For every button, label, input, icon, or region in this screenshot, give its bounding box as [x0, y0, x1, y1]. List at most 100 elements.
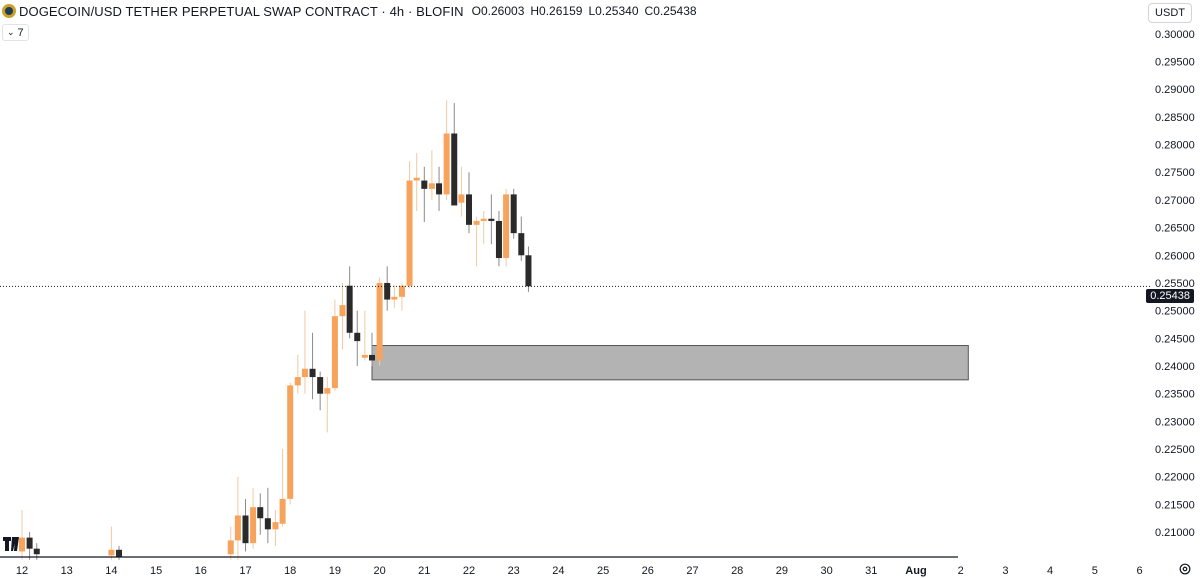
candle-up[interactable]: [272, 509, 279, 546]
x-tick-label: 31: [865, 565, 877, 577]
candle-body: [19, 537, 25, 552]
candle-body: [436, 183, 443, 195]
x-tick-label: 19: [329, 565, 341, 577]
candle-down[interactable]: [242, 498, 249, 552]
candle-down[interactable]: [436, 166, 443, 211]
candle-up[interactable]: [301, 310, 308, 394]
candle-up[interactable]: [250, 487, 257, 549]
candle-up[interactable]: [279, 449, 286, 527]
y-tick-label: 0.21000: [1155, 527, 1195, 539]
y-tick-label: 0.22500: [1155, 444, 1195, 456]
x-tick-label: 25: [597, 565, 609, 577]
y-tick-label: 0.29000: [1155, 84, 1195, 96]
x-tick-label: 27: [686, 565, 698, 577]
candle-down[interactable]: [346, 266, 353, 339]
candle-up[interactable]: [19, 509, 25, 560]
candle-body: [272, 522, 279, 530]
ohlc-high-value: 0.26159: [539, 4, 583, 18]
candle-body: [488, 218, 495, 221]
candle-up[interactable]: [398, 282, 405, 311]
candle-up[interactable]: [324, 377, 331, 433]
ohlc-close-value: 0.25438: [653, 4, 697, 18]
candle-body: [227, 540, 234, 555]
candle-body: [324, 388, 331, 394]
candle-down[interactable]: [115, 545, 122, 560]
candle-up[interactable]: [108, 526, 115, 560]
candle-up[interactable]: [294, 354, 301, 394]
candle-up[interactable]: [227, 526, 234, 560]
x-tick-label: 5: [1092, 565, 1098, 577]
x-tick-label: 29: [776, 565, 788, 577]
y-tick-label: 0.24000: [1155, 361, 1195, 373]
candle-up[interactable]: [339, 282, 346, 350]
candle-body: [503, 194, 510, 259]
candle-down[interactable]: [257, 493, 264, 535]
candle-down[interactable]: [525, 246, 532, 292]
candle-body: [250, 507, 257, 544]
candle-body: [26, 537, 33, 549]
y-tick-label: 0.28000: [1155, 140, 1195, 152]
candle-down[interactable]: [354, 310, 361, 367]
y-tick-label: 0.25000: [1155, 306, 1195, 318]
currency-selector-button[interactable]: USDT: [1148, 3, 1192, 23]
ohlc-high-label: H: [530, 4, 540, 18]
candle-down[interactable]: [384, 266, 391, 311]
candle-down[interactable]: [451, 103, 458, 206]
candle-up[interactable]: [413, 152, 420, 211]
y-tick-label: 0.25500: [1155, 278, 1195, 290]
candle-up[interactable]: [458, 166, 465, 217]
candle-down[interactable]: [26, 532, 33, 560]
candle-body: [33, 548, 40, 555]
candle-down[interactable]: [309, 332, 316, 400]
candle-up[interactable]: [503, 188, 510, 267]
candle-down[interactable]: [317, 371, 324, 411]
candle-up[interactable]: [428, 150, 435, 200]
candle-up[interactable]: [376, 277, 383, 367]
y-tick-label: 0.30000: [1155, 29, 1195, 41]
candle-up[interactable]: [361, 310, 368, 361]
candle-body: [406, 180, 413, 286]
x-tick-label: 13: [61, 565, 73, 577]
gear-icon[interactable]: [1178, 562, 1192, 576]
x-tick-label: 28: [731, 565, 743, 577]
price-axis: 0.30000 0.29500 0.29000 0.28500 0.28000 0.275…: [1155, 29, 1195, 539]
candle-down[interactable]: [510, 188, 517, 239]
candle-up[interactable]: [391, 285, 398, 308]
y-tick-label: 0.28500: [1155, 112, 1195, 124]
candle-down[interactable]: [421, 166, 428, 223]
candle-down[interactable]: [495, 210, 502, 267]
dogecoin-logo-icon: [2, 4, 16, 18]
support-zone-rectangle[interactable]: [371, 345, 969, 381]
candle-body: [115, 549, 122, 557]
candle-body: [421, 180, 428, 189]
candle-up[interactable]: [287, 382, 294, 505]
candle-up[interactable]: [406, 161, 413, 289]
x-tick-label: 15: [150, 565, 162, 577]
y-tick-label: 0.26000: [1155, 250, 1195, 262]
candle-body: [354, 332, 361, 342]
candle-down[interactable]: [369, 332, 376, 367]
x-tick-label: 16: [195, 565, 207, 577]
x-tick-label: 3: [1002, 565, 1008, 577]
candle-body: [257, 507, 264, 519]
candle-body: [279, 498, 286, 524]
indicator-count: 7: [17, 26, 24, 39]
x-tick-label: 22: [463, 565, 475, 577]
candle-body: [369, 354, 376, 361]
candle-up[interactable]: [480, 210, 487, 245]
candle-body: [317, 377, 324, 394]
candle-down[interactable]: [488, 194, 495, 245]
candle-up[interactable]: [443, 100, 450, 200]
candle-up[interactable]: [234, 476, 241, 560]
tradingview-logo-icon[interactable]: [3, 537, 25, 554]
candle-down[interactable]: [466, 172, 472, 234]
candle-down[interactable]: [264, 487, 271, 544]
candle-up[interactable]: [331, 299, 338, 391]
time-axis: 12 13 14 15 16 17 18 19 20 21 22 23 24 25 26 27 28 29 30 31…: [0, 556, 1143, 577]
symbol-title[interactable]: DOGECOIN/USD TETHER PERPETUAL SWAP CONTR…: [19, 3, 464, 19]
candle-down[interactable]: [518, 216, 525, 261]
indicators-toggle-button[interactable]: ⌄ 7: [2, 24, 29, 41]
candle-up[interactable]: [473, 216, 480, 267]
candle-body: [242, 515, 249, 544]
